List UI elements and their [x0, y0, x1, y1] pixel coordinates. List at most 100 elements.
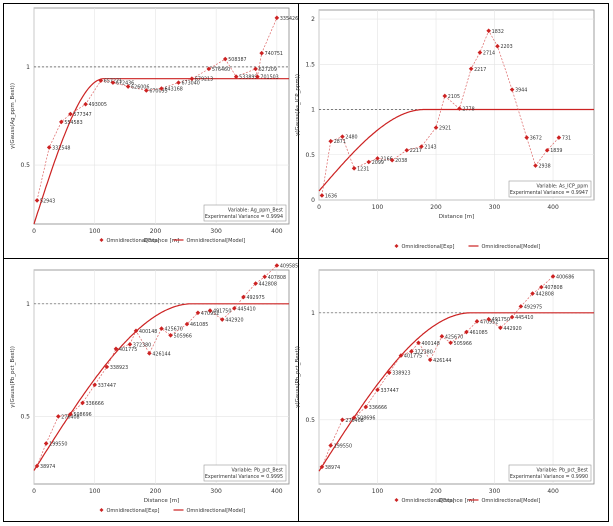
legend-label-exp: Omnidirectional[Exp] [107, 238, 160, 244]
vertical-divider [298, 3, 299, 522]
data-point [533, 163, 538, 168]
annotation-box [203, 464, 287, 482]
data-label: 426144 [152, 351, 170, 357]
annotation-variable: Variable: As_ICP_ppm [536, 184, 588, 190]
data-point [486, 316, 491, 322]
annotation-variable: Variable: Pb_pct_Best [232, 468, 284, 474]
y-tick-label: 1 [311, 107, 315, 114]
data-label: 425670 [165, 327, 183, 333]
data-label: 533899 [239, 75, 257, 81]
data-point [427, 357, 433, 363]
annotation-box [203, 204, 287, 222]
data-label: 442920 [503, 326, 521, 332]
experimental-line [321, 276, 554, 468]
data-label: 627209 [259, 67, 277, 73]
data-label: 2143 [424, 145, 436, 151]
x-tick-label: 0 [32, 228, 36, 235]
x-axis-label: Distance [m] [144, 498, 179, 504]
data-label: 577347 [73, 112, 91, 118]
data-label: 508387 [228, 57, 246, 63]
data-point [509, 314, 515, 320]
x-axis-label: Distance [m] [439, 498, 474, 504]
chart-panel-3: 0 100 200 300 400 0.5 1 Distance [m] γ(Gauss(Pb_… [4, 260, 298, 521]
data-label: 425670 [445, 334, 463, 340]
chart-panel-1: 0 100 200 300 400 0.5 1 Distance [m] γ(Gauss(Ag_… [4, 4, 298, 257]
data-point [419, 144, 424, 149]
data-point [433, 125, 439, 130]
legend-marker-exp [99, 508, 104, 512]
data-label: 2480 [345, 135, 357, 141]
data-point [274, 263, 280, 268]
data-label: 672436 [116, 81, 134, 87]
legend-label-exp: Omnidirectional[Exp] [107, 508, 160, 514]
x-tick-label: 300 [210, 488, 222, 495]
y-axis-label: γ(Gauss(Ag_ppm_Best)) [10, 83, 16, 149]
data-label: 335426 [280, 16, 298, 22]
horizontal-divider [3, 258, 609, 259]
plot-area [33, 7, 290, 225]
data-point [351, 415, 357, 420]
model-curve [318, 312, 594, 472]
annotation-variance: Experimental Variance = 0.9990 [510, 474, 588, 480]
data-point [206, 66, 212, 72]
data-label: 400148 [139, 329, 157, 335]
y-tick-label: 0 [311, 197, 315, 204]
data-label: 336666 [86, 401, 104, 407]
x-tick-label: 200 [150, 488, 162, 495]
data-label: 426144 [433, 358, 451, 364]
data-label: 401775 [404, 354, 422, 360]
data-point [113, 346, 119, 352]
data-point [104, 364, 110, 370]
data-label: 470952 [201, 311, 219, 317]
data-label: 740751 [265, 51, 283, 57]
x-tick-label: 200 [430, 204, 442, 211]
legend-label-exp: Omnidirectional[Exp] [402, 244, 455, 250]
data-label: 701503 [260, 75, 278, 81]
data-point [98, 78, 104, 83]
data-point [340, 417, 345, 423]
data-point [80, 400, 85, 406]
x-tick-label: 0 [317, 204, 321, 211]
data-label: 337447 [98, 383, 116, 389]
annotation-variable: Variable: Pb_pct_Best [537, 468, 589, 474]
data-point [474, 319, 480, 324]
data-label: 276408 [345, 418, 363, 424]
data-point [495, 43, 500, 49]
data-label: 493005 [89, 102, 107, 108]
data-point [125, 84, 131, 89]
annotation-variable: Variable: Ag_ppm_Best [228, 208, 283, 214]
data-label: 2921 [439, 126, 451, 132]
legend-label-model: Omnidirectional[Model] [187, 238, 246, 244]
x-tick-label: 0 [32, 488, 36, 495]
annotation-variance: Experimental Variance = 0.9947 [510, 190, 588, 196]
data-label: 491750 [492, 317, 510, 323]
legend-label-model: Omnidirectional[Model] [187, 508, 246, 514]
data-point [159, 86, 164, 91]
data-label: 508696 [357, 416, 375, 422]
data-point [530, 291, 535, 296]
data-label: 470952 [480, 319, 498, 325]
data-label: 407808 [268, 275, 286, 281]
data-point [351, 166, 357, 171]
data-label: 338923 [392, 371, 410, 377]
data-point [363, 404, 369, 410]
data-label: 372380 [133, 342, 151, 348]
x-tick-label: 100 [89, 228, 101, 235]
data-label: 461085 [469, 330, 487, 336]
x-tick-label: 400 [547, 488, 559, 495]
data-point [68, 411, 73, 417]
data-point [68, 111, 73, 117]
data-label: 3944 [515, 88, 527, 94]
y-tick-label: 0.5 [305, 152, 315, 159]
data-point [253, 66, 258, 72]
data-label: 679213 [195, 77, 213, 83]
annotation-box [508, 464, 592, 482]
data-point [509, 87, 515, 92]
data-point [477, 50, 483, 55]
data-point [464, 329, 469, 335]
x-tick-label: 200 [430, 488, 442, 495]
data-point [259, 50, 264, 56]
data-point [366, 159, 372, 165]
data-point [233, 74, 239, 80]
data-label: 643168 [165, 87, 183, 93]
